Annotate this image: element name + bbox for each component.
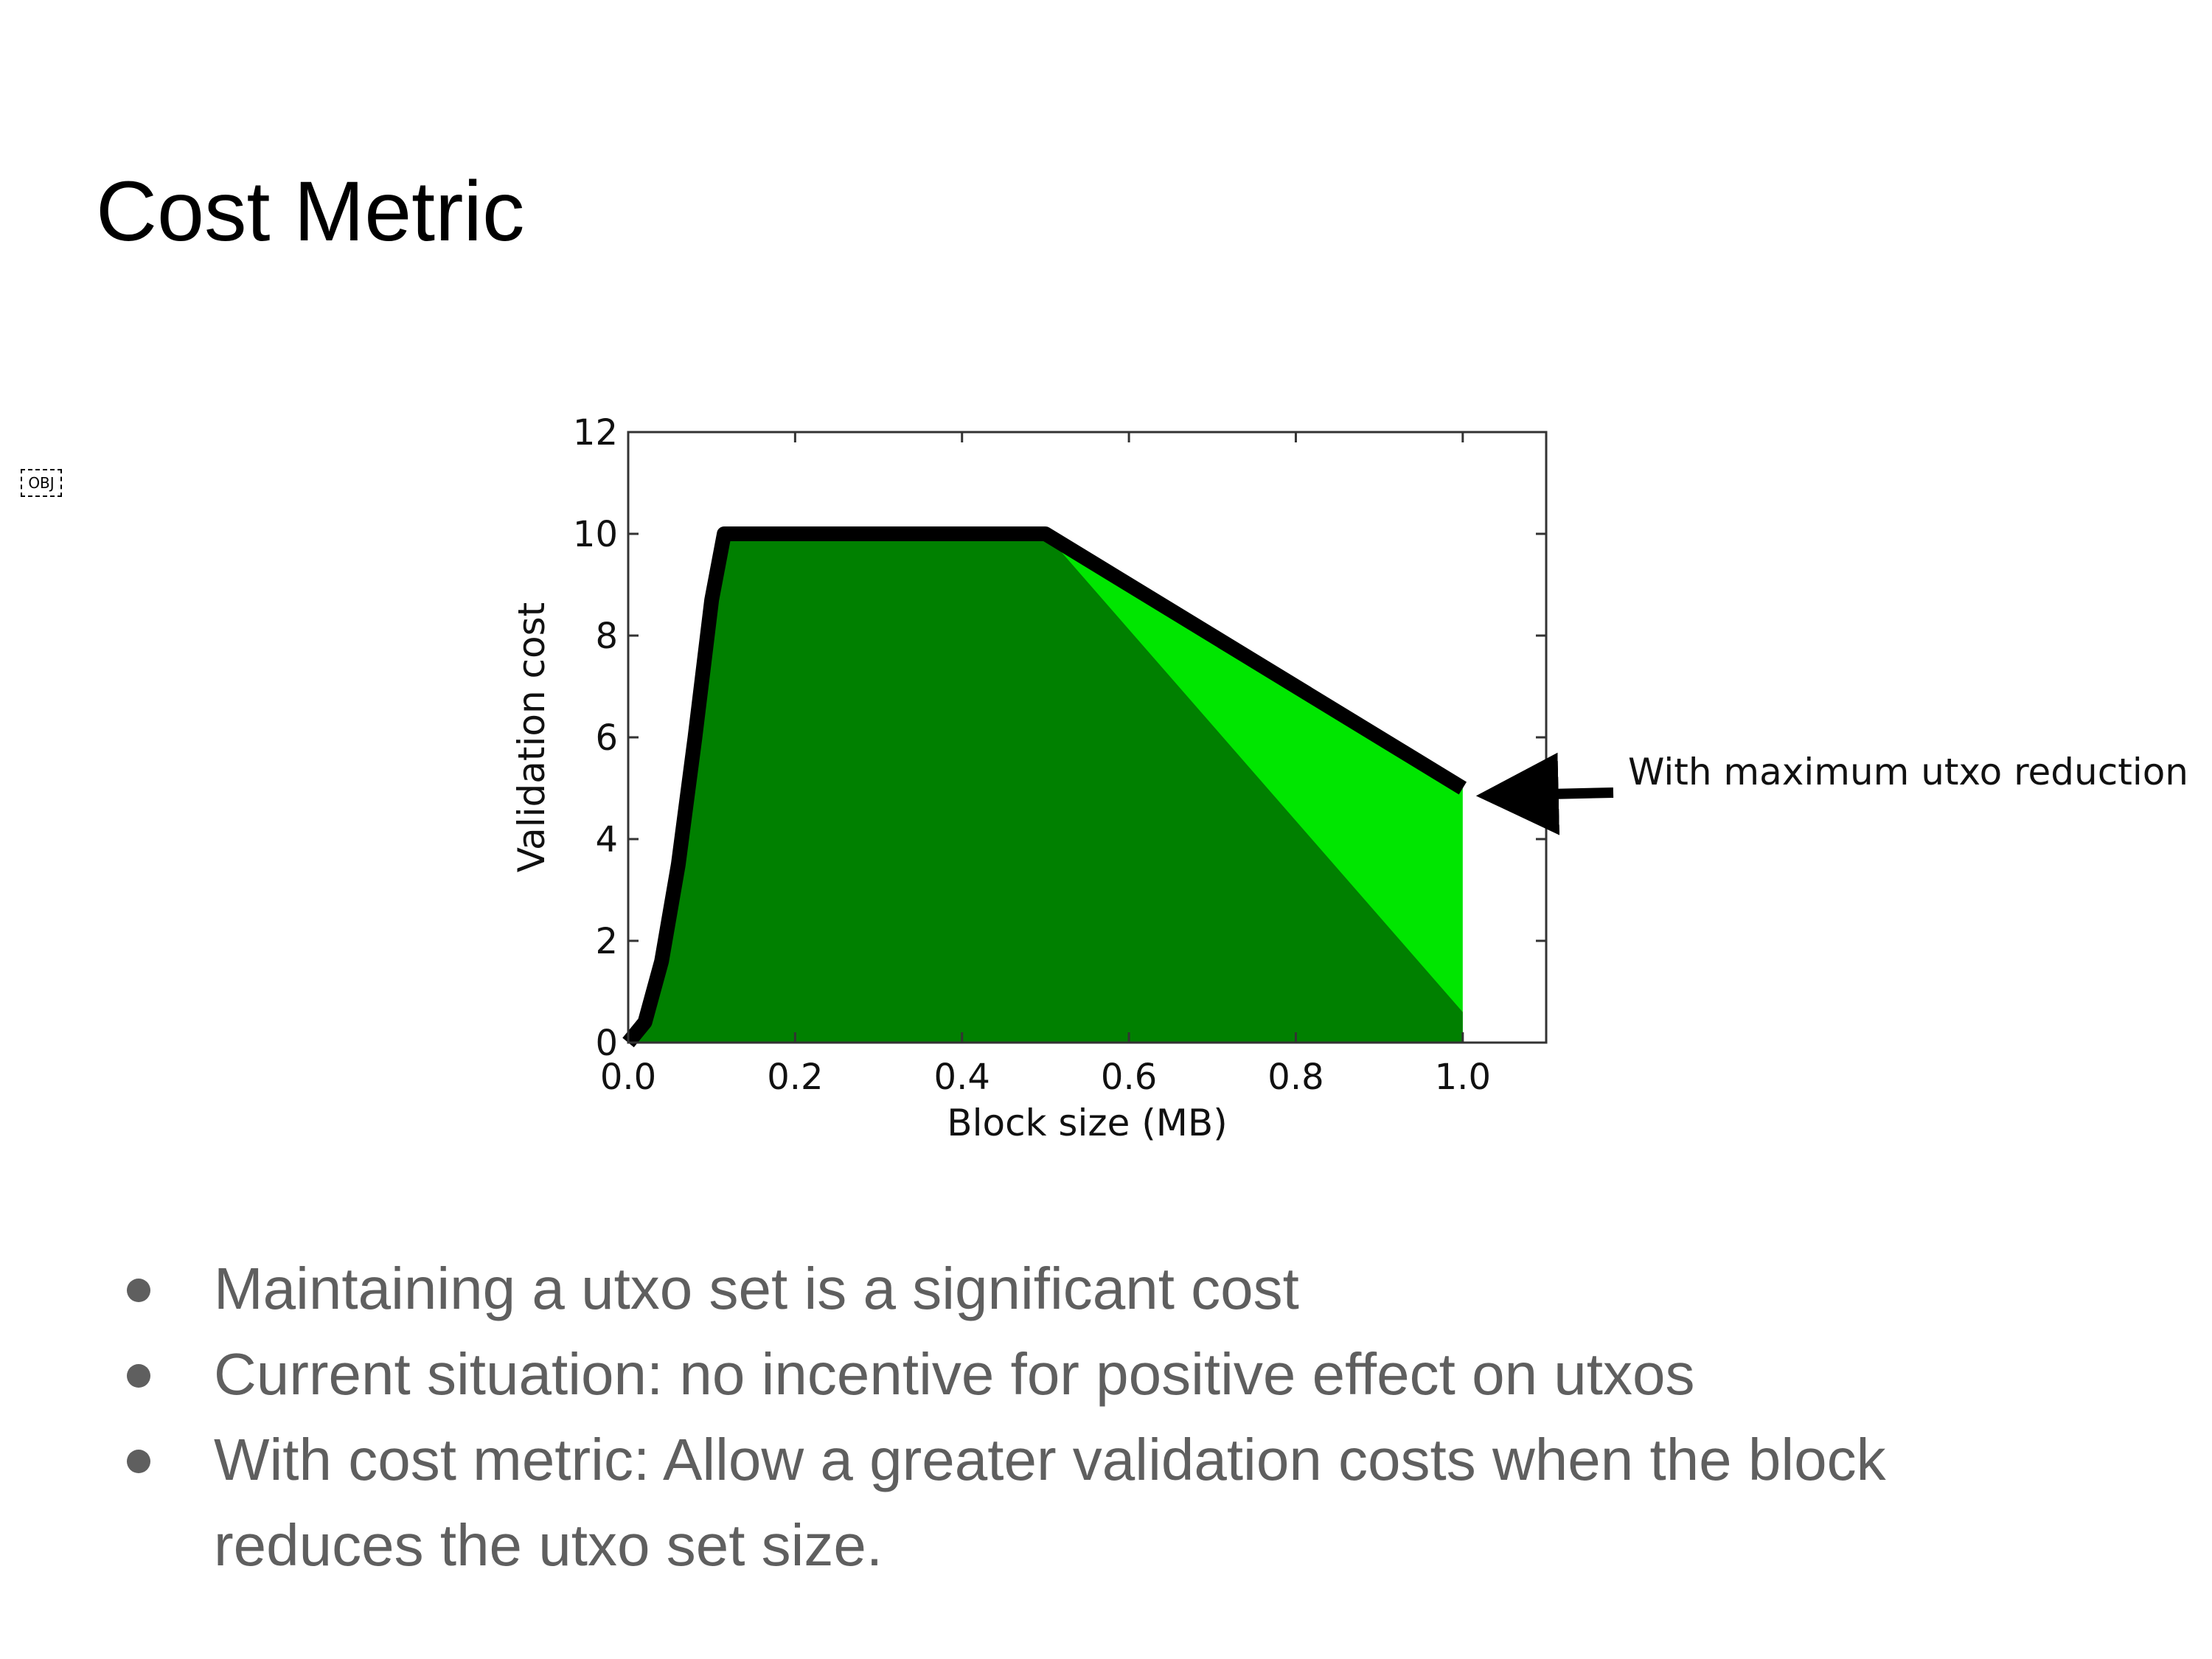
y-tick-label: 4 bbox=[595, 819, 618, 860]
area-base bbox=[628, 534, 1463, 1043]
y-tick-label: 6 bbox=[595, 717, 618, 759]
bullet-text: With cost metric: Allow a greater valida… bbox=[214, 1427, 1886, 1578]
bullet-text: Maintaining a utxo set is a significant … bbox=[214, 1256, 1299, 1321]
max-cost-line bbox=[622, 526, 1467, 1048]
bullet-text: Current situation: no incentive for posi… bbox=[214, 1341, 1695, 1407]
x-tick-label: 1.0 bbox=[1435, 1057, 1491, 1098]
bullet-dot-icon bbox=[127, 1450, 150, 1473]
x-tick-label: 0.2 bbox=[767, 1057, 823, 1098]
bullet-item: Maintaining a utxo set is a significant … bbox=[118, 1246, 2109, 1332]
bullet-list: Maintaining a utxo set is a significant … bbox=[118, 1246, 2109, 1588]
bullet-dot-icon bbox=[127, 1364, 150, 1388]
bullet-item: Current situation: no incentive for posi… bbox=[118, 1332, 2109, 1417]
x-tick-label: 0.6 bbox=[1101, 1057, 1157, 1098]
page-title: Cost Metric bbox=[96, 164, 525, 259]
x-tick-label: 0.4 bbox=[934, 1057, 990, 1098]
y-tick-label: 10 bbox=[573, 514, 618, 555]
x-tick-label: 0.0 bbox=[600, 1057, 656, 1098]
y-tick-label: 2 bbox=[595, 921, 618, 962]
annotation-arrow-icon bbox=[1475, 752, 1614, 835]
x-tick-label: 0.8 bbox=[1267, 1057, 1324, 1098]
bullet-item: With cost metric: Allow a greater valida… bbox=[118, 1417, 2109, 1588]
y-axis-label: Validation cost bbox=[510, 602, 553, 873]
annotation-label: With maximum utxo reduction bbox=[1628, 751, 2188, 793]
x-axis-label: Block size (MB) bbox=[947, 1102, 1227, 1144]
bullet-dot-icon bbox=[127, 1279, 150, 1302]
object-placeholder-marker: OBJ bbox=[21, 469, 62, 497]
y-tick-label: 0 bbox=[595, 1023, 618, 1064]
y-tick-label: 12 bbox=[573, 412, 618, 453]
y-tick-label: 8 bbox=[595, 616, 618, 657]
